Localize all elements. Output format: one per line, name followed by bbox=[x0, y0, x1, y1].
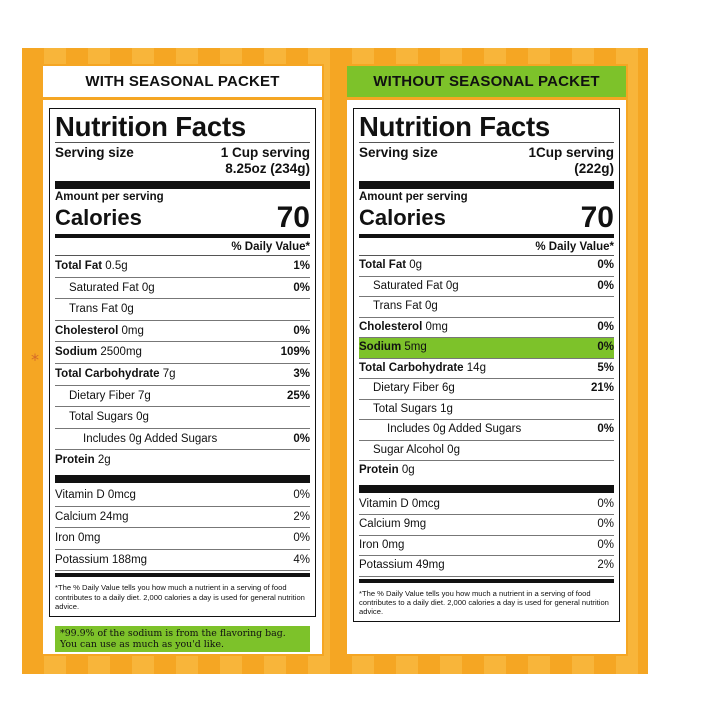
sodium-note: *99.9% of the sodium is from the flavori… bbox=[55, 626, 310, 652]
thick-divider bbox=[359, 484, 614, 493]
sodium-note-line1: *99.9% of the sodium is from the flavori… bbox=[60, 628, 286, 639]
calories-row: Calories 70 bbox=[55, 201, 310, 234]
nutrient-row-cholesterol: Cholesterol 0mg 0% bbox=[359, 318, 614, 338]
nutrient-row-protein: Protein 0g bbox=[359, 464, 415, 476]
nutrient-row-dietary-fiber: Dietary Fiber 6g 21% bbox=[359, 379, 614, 400]
vitamin-row-potassium: Potassium 188mg 4% bbox=[55, 550, 310, 572]
nutrient-row-total-carbohydrate: Total Carbohydrate 7g 3% bbox=[55, 364, 310, 386]
panel-without-seasonal-packet: WITHOUT SEASONAL PACKET Nutrition Facts … bbox=[345, 64, 628, 656]
calories-label: Calories bbox=[359, 205, 446, 230]
nutrient-row-total-fat: Total Fat 0g 0% bbox=[359, 256, 614, 277]
vitamin-row-calcium: Calcium 9mg 0% bbox=[359, 515, 614, 536]
calories-value: 70 bbox=[580, 201, 614, 234]
calories-label: Calories bbox=[55, 205, 142, 230]
nutrient-row-added-sugars: Includes 0g Added Sugars 0% bbox=[359, 420, 614, 441]
nutrient-row-trans-fat: Trans Fat 0g bbox=[359, 297, 614, 318]
vitamin-row-vitamin-d: Vitamin D 0mcg 0% bbox=[55, 485, 310, 507]
vitamin-row-iron: Iron 0mg 0% bbox=[359, 536, 614, 556]
sodium-note-line2: You can use as much as you'd like. bbox=[60, 639, 224, 650]
nutrient-row-saturated-fat: Saturated Fat 0g 0% bbox=[359, 277, 614, 297]
calories-row: Calories 70 bbox=[359, 201, 614, 234]
vitamin-row-potassium: Potassium 49mg 2% bbox=[359, 556, 614, 577]
serving-size-value-line2: 8.25oz (234g) bbox=[225, 161, 310, 176]
nutrient-row-added-sugars: Includes 0g Added Sugars 0% bbox=[55, 429, 310, 451]
daily-value-footnote: *The % Daily Value tells you how much a … bbox=[359, 588, 609, 616]
nutrient-row-sodium: Sodium 2500mg 109% bbox=[55, 342, 310, 364]
serving-size-value: 1 Cup serving 8.25oz (234g) bbox=[221, 145, 310, 177]
panel-with-seasonal-packet: WITH SEASONAL PACKET Nutrition Facts Ser… bbox=[41, 64, 324, 656]
thick-divider bbox=[359, 181, 614, 189]
medium-divider bbox=[359, 234, 614, 238]
nutrient-row-trans-fat: Trans Fat 0g bbox=[55, 299, 310, 321]
nutrition-facts-title: Nutrition Facts bbox=[359, 111, 551, 142]
serving-size-value: 1Cup serving (222g) bbox=[528, 145, 614, 177]
divider bbox=[359, 142, 614, 143]
nutrient-row-sodium-highlighted: Sodium 5mg 0% bbox=[359, 338, 614, 359]
amount-per-serving: Amount per serving bbox=[55, 191, 164, 203]
daily-value-header: % Daily Value* bbox=[55, 240, 310, 256]
nutrient-row-cholesterol: Cholesterol 0mg 0% bbox=[55, 321, 310, 343]
daily-value-footnote: *The % Daily Value tells you how much a … bbox=[55, 583, 305, 611]
panel-header-with: WITH SEASONAL PACKET bbox=[43, 66, 322, 100]
nutrition-facts-title: Nutrition Facts bbox=[55, 111, 247, 142]
nutrition-label-with: Nutrition Facts Serving size 1 Cup servi… bbox=[49, 108, 316, 617]
divider bbox=[55, 142, 310, 143]
vitamin-row-vitamin-d: Vitamin D 0mcg 0% bbox=[359, 495, 614, 515]
serving-size-row: Serving size 1Cup serving (222g) bbox=[359, 145, 614, 177]
thick-divider bbox=[55, 181, 310, 189]
nutrient-row-total-sugars: Total Sugars 0g bbox=[55, 407, 310, 429]
nutrient-row-total-carbohydrate: Total Carbohydrate 14g 5% bbox=[359, 359, 614, 379]
nutrient-row-protein: Protein 2g bbox=[55, 454, 111, 467]
amount-per-serving: Amount per serving bbox=[359, 191, 468, 203]
panel-header-without: WITHOUT SEASONAL PACKET bbox=[347, 66, 626, 100]
serving-size-label: Serving size bbox=[55, 145, 134, 160]
thick-divider bbox=[55, 474, 310, 483]
calories-value: 70 bbox=[276, 201, 310, 234]
nutrient-row-dietary-fiber: Dietary Fiber 7g 25% bbox=[55, 386, 310, 408]
serving-size-label: Serving size bbox=[359, 145, 438, 160]
nutrition-label-without: Nutrition Facts Serving size 1Cup servin… bbox=[353, 108, 620, 623]
nutrient-row-total-sugars: Total Sugars 1g bbox=[359, 400, 614, 420]
medium-divider bbox=[55, 573, 310, 578]
medium-divider bbox=[55, 234, 310, 238]
vitamin-row-iron: Iron 0mg 0% bbox=[55, 528, 310, 550]
serving-size-value-line1: 1Cup serving bbox=[528, 145, 614, 160]
sodium-asterisk: * bbox=[31, 350, 39, 369]
serving-size-value-line1: 1 Cup serving bbox=[220, 145, 310, 160]
serving-size-row: Serving size 1 Cup serving 8.25oz (234g) bbox=[55, 145, 310, 177]
serving-size-value-line2: (222g) bbox=[574, 161, 614, 176]
vitamin-row-calcium: Calcium 24mg 2% bbox=[55, 507, 310, 529]
medium-divider bbox=[359, 578, 614, 583]
nutrient-row-total-fat: Total Fat 0.5g 1% bbox=[55, 256, 310, 278]
nutrient-row-sugar-alcohol: Sugar Alcohol 0g bbox=[359, 441, 614, 461]
daily-value-header: % Daily Value* bbox=[359, 240, 614, 256]
nutrient-row-saturated-fat: Saturated Fat 0g 0% bbox=[55, 278, 310, 300]
